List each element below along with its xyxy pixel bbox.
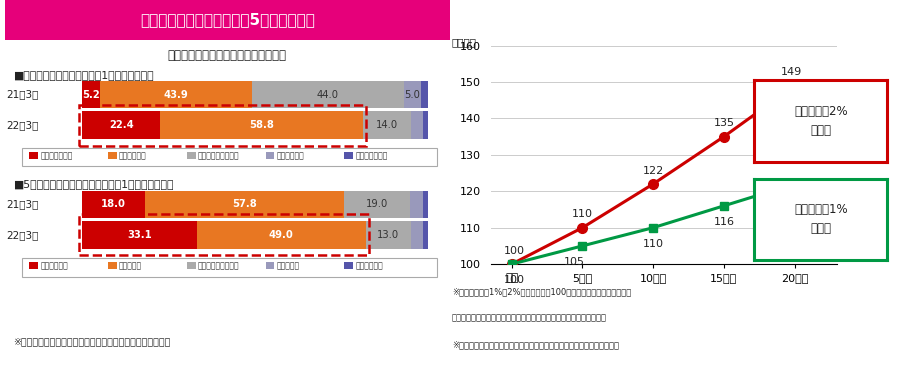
- Text: 100: 100: [504, 246, 525, 256]
- Bar: [83, 81, 101, 108]
- Text: （万円）: （万円）: [452, 38, 477, 48]
- Text: 135: 135: [714, 118, 734, 128]
- Text: 物価上昇率2%
の場合: 物価上昇率2% の場合: [794, 105, 848, 137]
- Text: 5.0: 5.0: [405, 90, 420, 100]
- Bar: [404, 81, 421, 108]
- Text: 13.0: 13.0: [377, 230, 400, 240]
- Text: 110: 110: [572, 209, 593, 219]
- Text: かなり上がった: かなり上がった: [40, 151, 73, 160]
- Text: 5.2: 5.2: [83, 90, 100, 100]
- Text: 物価上昇時の価格変動シミュレーション: 物価上昇時の価格変動シミュレーション: [593, 13, 757, 27]
- Bar: [252, 81, 404, 108]
- Text: ほとんど変わらない: ほとんど変わらない: [198, 151, 239, 160]
- Text: かなり下がった: かなり下がった: [356, 151, 388, 160]
- Bar: [101, 81, 252, 108]
- Bar: [197, 221, 366, 249]
- Bar: [344, 191, 410, 218]
- Bar: [422, 111, 427, 139]
- Text: 21年3月: 21年3月: [6, 200, 39, 209]
- Bar: [410, 221, 422, 249]
- Text: がそれぞれどのように変化するのかを示すシミュレーションです。: がそれぞれどのように変化するのかを示すシミュレーションです。: [452, 314, 607, 323]
- Text: ※日本銀行の資料をもとに日興アセットマネジメントが作成: ※日本銀行の資料をもとに日興アセットマネジメントが作成: [14, 337, 171, 347]
- Bar: [422, 221, 427, 249]
- Bar: [4, 0, 450, 40]
- Text: 22年3月: 22年3月: [6, 230, 39, 240]
- Text: 100: 100: [504, 275, 525, 285]
- Text: 149: 149: [781, 67, 803, 77]
- Text: 現在の物価に対する実感と5年後の見通し: 現在の物価に対する実感と5年後の見通し: [140, 12, 315, 27]
- Bar: [83, 221, 197, 249]
- Text: 21年3月: 21年3月: [6, 90, 39, 100]
- Text: ※信頼できると判断したデータをもとに日興アセットマネジメントが作成: ※信頼できると判断したデータをもとに日興アセットマネジメントが作成: [452, 340, 619, 349]
- Text: 33.1: 33.1: [127, 230, 152, 240]
- Bar: [345, 152, 354, 159]
- Text: ＜生活意識に関するアンケート調査＞: ＜生活意識に関するアンケート調査＞: [167, 49, 287, 62]
- Bar: [145, 191, 344, 218]
- Bar: [411, 111, 422, 139]
- Text: 44.0: 44.0: [317, 90, 339, 100]
- Text: 14.0: 14.0: [376, 120, 398, 130]
- Text: ほとんど変わらない: ほとんど変わらない: [198, 261, 239, 270]
- Bar: [22, 258, 436, 277]
- Bar: [266, 262, 274, 269]
- Bar: [22, 148, 436, 166]
- Bar: [83, 111, 160, 139]
- Text: ※物価上昇率が1%、2%の場合、現在100万円のモノ・サービスの価格: ※物価上昇率が1%、2%の場合、現在100万円のモノ・サービスの価格: [452, 287, 631, 296]
- Text: 少し上がった: 少し上がった: [119, 151, 147, 160]
- Text: 少し上がる: 少し上がる: [119, 261, 142, 270]
- Text: 110: 110: [643, 239, 663, 249]
- Text: 116: 116: [714, 217, 734, 227]
- Text: 122: 122: [781, 195, 803, 205]
- Bar: [108, 262, 117, 269]
- Bar: [422, 191, 427, 218]
- Bar: [108, 152, 117, 159]
- Text: 122: 122: [643, 166, 664, 176]
- Text: 22年3月: 22年3月: [6, 120, 39, 130]
- Bar: [410, 191, 422, 218]
- Text: 22.4: 22.4: [109, 120, 133, 130]
- Text: 58.8: 58.8: [249, 120, 274, 130]
- Bar: [83, 191, 145, 218]
- Bar: [29, 262, 38, 269]
- Text: かなり上がる: かなり上がる: [40, 261, 68, 270]
- Text: 43.9: 43.9: [164, 90, 189, 100]
- Bar: [345, 262, 354, 269]
- Text: 105: 105: [563, 257, 585, 267]
- Bar: [363, 111, 411, 139]
- Text: かなり下がる: かなり下がる: [356, 261, 383, 270]
- Bar: [421, 81, 428, 108]
- Bar: [366, 221, 410, 249]
- Text: 19.0: 19.0: [365, 200, 388, 209]
- Text: ■5年後の物価についての見通し（1年前との比較）: ■5年後の物価についての見通し（1年前との比較）: [14, 179, 174, 189]
- Text: ■現在の物価に対する実感（1年前との比較）: ■現在の物価に対する実感（1年前との比較）: [14, 70, 154, 80]
- Text: 少し下がった: 少し下がった: [276, 151, 304, 160]
- Bar: [186, 152, 195, 159]
- Text: 物価上昇率1%
の場合: 物価上昇率1% の場合: [794, 203, 848, 236]
- Text: 49.0: 49.0: [269, 230, 293, 240]
- Bar: [160, 111, 363, 139]
- Bar: [186, 262, 195, 269]
- Text: 57.8: 57.8: [232, 200, 256, 209]
- Bar: [266, 152, 274, 159]
- Text: 少し下がる: 少し下がる: [276, 261, 300, 270]
- Text: 18.0: 18.0: [101, 200, 126, 209]
- Bar: [29, 152, 38, 159]
